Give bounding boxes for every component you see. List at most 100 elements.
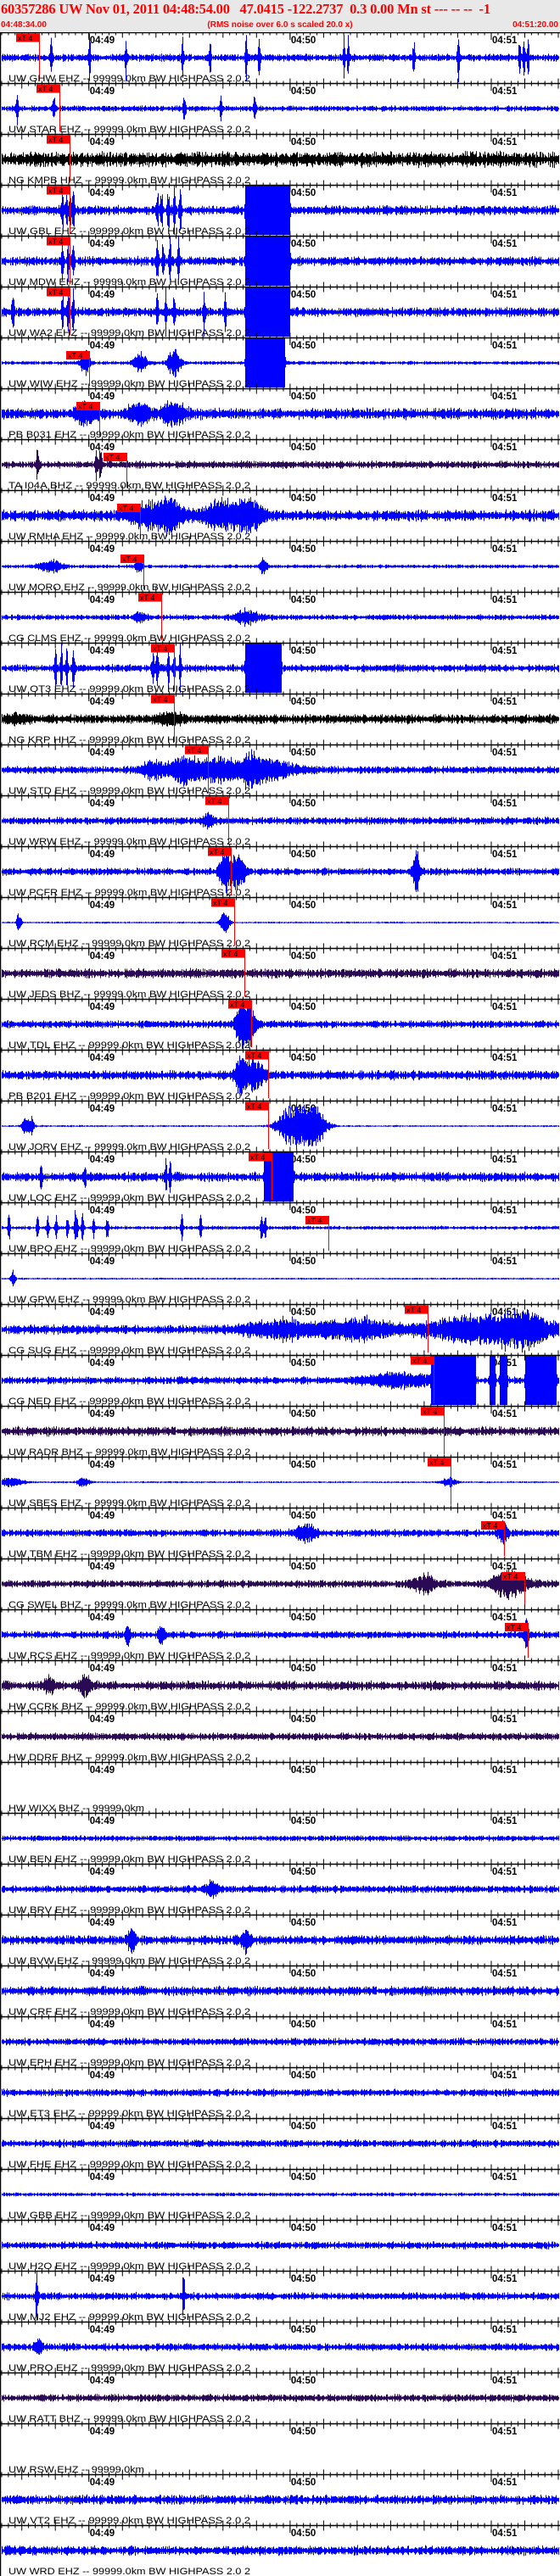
time-tick-label: 04:51 [492, 850, 518, 860]
time-tick-label: 04:50 [291, 2122, 316, 2132]
pick-flag[interactable] [151, 644, 174, 653]
time-tick-label: 04:50 [291, 239, 316, 249]
time-tick-label: 04:51 [492, 2274, 518, 2284]
waveform [2, 1879, 559, 1899]
pick-flag[interactable] [205, 796, 228, 806]
pick-flag-label: xT 4 [187, 746, 201, 755]
pick-flag[interactable] [47, 135, 70, 144]
waveform [2, 2394, 559, 2403]
time-tick-label: 04:51 [492, 799, 518, 809]
pick-flag[interactable] [120, 555, 143, 563]
time-tick-label: 04:51 [492, 2071, 518, 2081]
waveform [2, 1519, 559, 1545]
time-tick-label: 04:50 [291, 1715, 316, 1725]
time-ticks [1, 1299, 559, 1310]
pick-flag[interactable] [245, 1051, 268, 1060]
pick-flag[interactable] [76, 402, 99, 410]
waveform [2, 1269, 559, 1286]
time-tick-label: 04:49 [90, 1816, 115, 1826]
pick-flag[interactable] [481, 1521, 504, 1530]
pick-flag[interactable] [208, 847, 231, 856]
time-ticks [1, 1910, 559, 1921]
pick-flag[interactable] [16, 33, 39, 42]
pick-flag[interactable] [428, 1458, 451, 1467]
waveform [2, 2037, 559, 2046]
trace-label: HW WIXX BHZ -- 99999.0km [8, 1804, 144, 1814]
time-tick-label: 04:50 [291, 188, 316, 198]
pick-flag[interactable] [104, 453, 126, 461]
pick-flag[interactable] [505, 1623, 528, 1631]
time-tick-label: 04:49 [90, 697, 115, 707]
time-tick-label: 04:49 [90, 646, 115, 656]
pick-flag[interactable] [185, 745, 208, 755]
pick-flag[interactable] [36, 84, 59, 93]
waveform [2, 1928, 559, 1955]
time-tick-label: 04:49 [90, 1358, 115, 1369]
pick-flag[interactable] [47, 287, 70, 297]
pick-flag[interactable] [47, 237, 70, 246]
time-tick-label: 04:49 [90, 1867, 115, 1877]
pick-flag[interactable] [405, 1305, 428, 1314]
time-tick-label: 04:51 [492, 1613, 518, 1623]
pick-flag[interactable] [411, 1356, 434, 1365]
pick-flag[interactable] [211, 898, 234, 907]
time-ticks [1, 1604, 559, 1615]
time-tick-label: 04:49 [90, 86, 115, 97]
time-tick-label: 04:51 [492, 1206, 518, 1216]
pick-flag-label: xT 4 [48, 288, 63, 297]
pick-flag[interactable] [221, 949, 244, 958]
time-ticks [1, 1197, 559, 1208]
time-tick-label: 04:49 [90, 1918, 115, 1928]
start-time: 04:48:34.00 [1, 20, 47, 30]
time-tick-label: 04:49 [90, 239, 115, 249]
time-tick-label: 04:50 [291, 646, 316, 656]
waveform [2, 33, 559, 82]
time-tick-label: 04:49 [90, 2376, 115, 2386]
time-tick-label: 04:50 [291, 2427, 316, 2437]
pick-flag[interactable] [151, 694, 174, 704]
pick-flag[interactable] [66, 351, 89, 360]
time-tick-label: 04:49 [90, 1664, 115, 1674]
time-tick-label: 04:50 [291, 595, 316, 605]
pick-flag[interactable] [47, 186, 70, 195]
time-tick-label: 04:50 [291, 341, 316, 351]
waveform [2, 186, 559, 235]
time-tick-label: 04:50 [291, 443, 316, 453]
waveform [2, 1425, 559, 1437]
pick-flag[interactable] [305, 1216, 328, 1224]
time-ticks [1, 1401, 559, 1412]
pick-flag[interactable] [245, 1101, 268, 1111]
time-tick-label: 04:51 [492, 2122, 518, 2132]
time-tick-label: 04:51 [492, 137, 518, 148]
pick-flag[interactable] [138, 593, 161, 602]
time-tick-label: 04:50 [291, 1918, 316, 1928]
time-ticks [1, 1706, 559, 1717]
time-ticks [1, 78, 559, 89]
pick-flag[interactable] [421, 1407, 444, 1416]
pick-flag[interactable] [249, 1152, 272, 1162]
time-tick-label: 04:51 [492, 188, 518, 198]
waveform [2, 1567, 559, 1600]
pick-flag-label: xT 4 [78, 403, 92, 411]
header: 60357286 UW Nov 01, 2011 04:48:54.00 47.… [0, 0, 560, 32]
pick-flag[interactable] [501, 1572, 524, 1581]
pick-flag[interactable] [117, 504, 140, 512]
waveform [2, 2494, 559, 2506]
waveform [2, 1103, 559, 1150]
time-tick-label: 04:50 [291, 1969, 316, 1979]
time-ticks [1, 1757, 559, 1768]
pick-flag[interactable] [228, 1000, 251, 1009]
waveform [2, 644, 559, 693]
time-tick-label: 04:49 [90, 900, 115, 911]
time-ticks [1, 2469, 559, 2480]
waveform [2, 1835, 559, 1842]
